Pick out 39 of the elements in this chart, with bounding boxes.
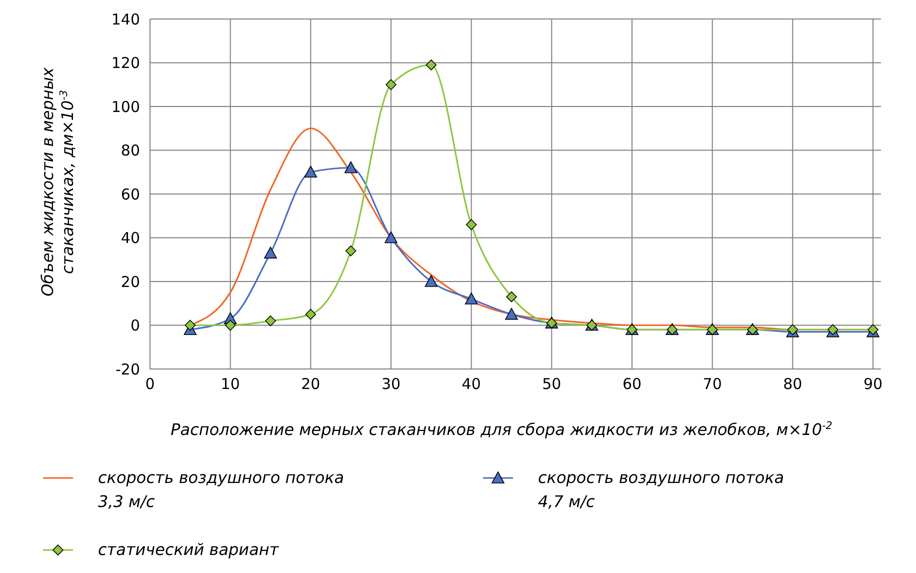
x-tick-label: 80 (783, 375, 802, 393)
y-tick-label: 0 (130, 316, 140, 334)
point (466, 219, 477, 230)
point (265, 315, 276, 326)
x-tick-label: 70 (702, 375, 722, 393)
point (344, 161, 358, 174)
y-tick-label: -20 (116, 360, 140, 378)
y-tick-label: 120 (111, 54, 140, 72)
x-tick-label: 50 (542, 375, 562, 393)
x-axis-title: Расположение мерных стаканчиков для сбора жидкости из желобков, м×10$^{-2}$ (170, 420, 832, 439)
x-tick-label: 30 (381, 375, 401, 393)
y-tick-label: 20 (120, 272, 140, 291)
point (505, 308, 518, 320)
point (464, 292, 478, 304)
x-tick-label: 60 (622, 375, 642, 393)
x-tick-label: 90 (863, 375, 883, 393)
point (224, 320, 236, 331)
x-tick-label: 40 (462, 375, 481, 393)
x-tick-label: 20 (301, 375, 320, 393)
point (424, 275, 438, 287)
x-tick-label: 0 (145, 375, 155, 393)
point (305, 308, 316, 320)
y-tick-label: 100 (111, 98, 140, 116)
point (264, 246, 277, 258)
point (426, 60, 437, 70)
y-tick-label: 140 (111, 10, 140, 28)
point (304, 166, 318, 178)
point (386, 79, 396, 90)
y-tick-label: 60 (120, 185, 140, 204)
x-tick-label: 10 (220, 375, 240, 393)
legend-label: скорость воздушного потока 3,3 м/с (98, 468, 344, 511)
point (345, 245, 356, 256)
legend-label: скорость воздушного потока 4,7 м/с (538, 468, 784, 511)
y-tick-label: 80 (120, 142, 140, 160)
point (184, 320, 196, 331)
point (384, 231, 398, 244)
y-tick-label: 40 (120, 229, 140, 247)
point (506, 291, 517, 302)
legend-label: статический вариант (98, 540, 280, 559)
